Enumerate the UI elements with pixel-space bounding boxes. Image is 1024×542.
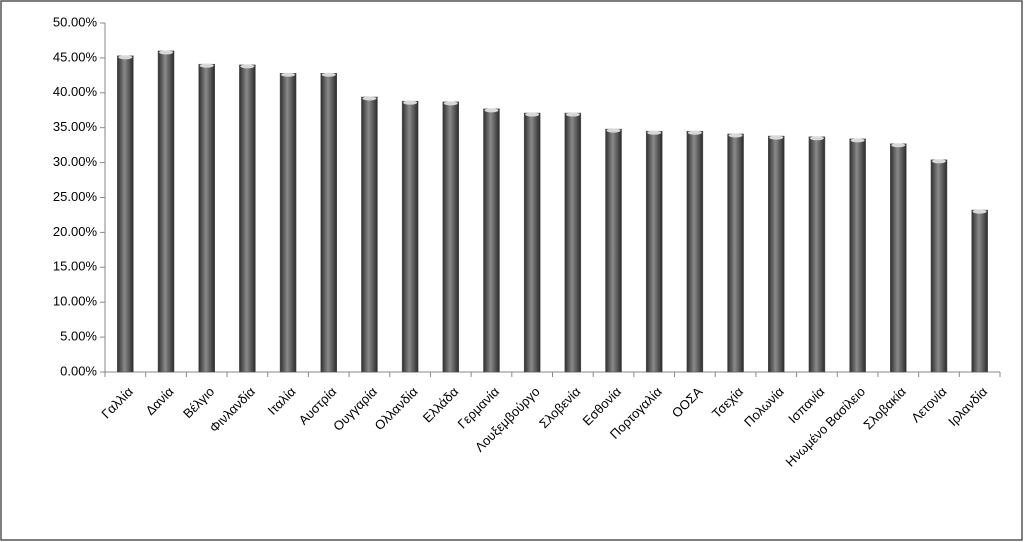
bar-cap — [240, 64, 255, 69]
bar-cap — [687, 130, 702, 135]
y-tick-label: 45.00% — [53, 49, 98, 64]
bar — [117, 55, 134, 373]
bar — [361, 96, 378, 373]
bar-cap — [484, 108, 499, 113]
bar-cap — [362, 96, 377, 101]
y-tick-label: 0.00% — [60, 363, 97, 378]
bar — [483, 108, 500, 373]
bar-cap — [565, 112, 580, 117]
bar — [645, 130, 663, 373]
bar-cap — [321, 72, 336, 77]
y-tick-label: 15.00% — [53, 259, 98, 274]
bar-cap — [606, 128, 621, 133]
y-tick-label: 25.00% — [53, 189, 98, 204]
bar-cap — [891, 143, 906, 148]
bar — [198, 63, 215, 373]
y-tick-label: 50.00% — [53, 14, 98, 29]
bar — [849, 138, 866, 373]
bar-cap — [281, 72, 296, 77]
y-tick-label: 20.00% — [53, 224, 98, 239]
bar-cap — [647, 130, 662, 135]
y-tick-label: 30.00% — [53, 154, 98, 169]
bar-cap — [850, 138, 865, 143]
bar — [971, 209, 988, 373]
bar — [768, 135, 785, 373]
bar-cap — [728, 133, 743, 138]
y-tick-label: 35.00% — [53, 119, 98, 134]
bar — [442, 101, 460, 373]
bar-cap — [972, 209, 987, 214]
bar — [401, 100, 419, 373]
bar-cap — [769, 135, 784, 140]
bar — [727, 133, 744, 373]
bar — [890, 143, 907, 373]
bar — [320, 73, 337, 373]
y-tick-label: 5.00% — [60, 329, 97, 344]
bar-cap — [931, 159, 946, 164]
y-tick-label: 40.00% — [53, 84, 98, 99]
bar — [686, 130, 704, 373]
bar-cap — [159, 50, 174, 55]
bar-cap — [809, 136, 824, 141]
bar — [523, 112, 541, 373]
bar — [605, 128, 622, 373]
bar — [808, 136, 826, 373]
bar-cap — [403, 100, 418, 105]
bar — [930, 159, 948, 373]
bar — [279, 73, 297, 373]
bar-cap — [525, 112, 540, 117]
bar — [239, 64, 256, 373]
y-tick-label: 10.00% — [53, 294, 98, 309]
bar — [564, 112, 582, 373]
bar-cap — [199, 63, 214, 68]
bar-cap — [443, 101, 458, 106]
bar — [157, 50, 175, 373]
bar-cap — [118, 55, 133, 60]
